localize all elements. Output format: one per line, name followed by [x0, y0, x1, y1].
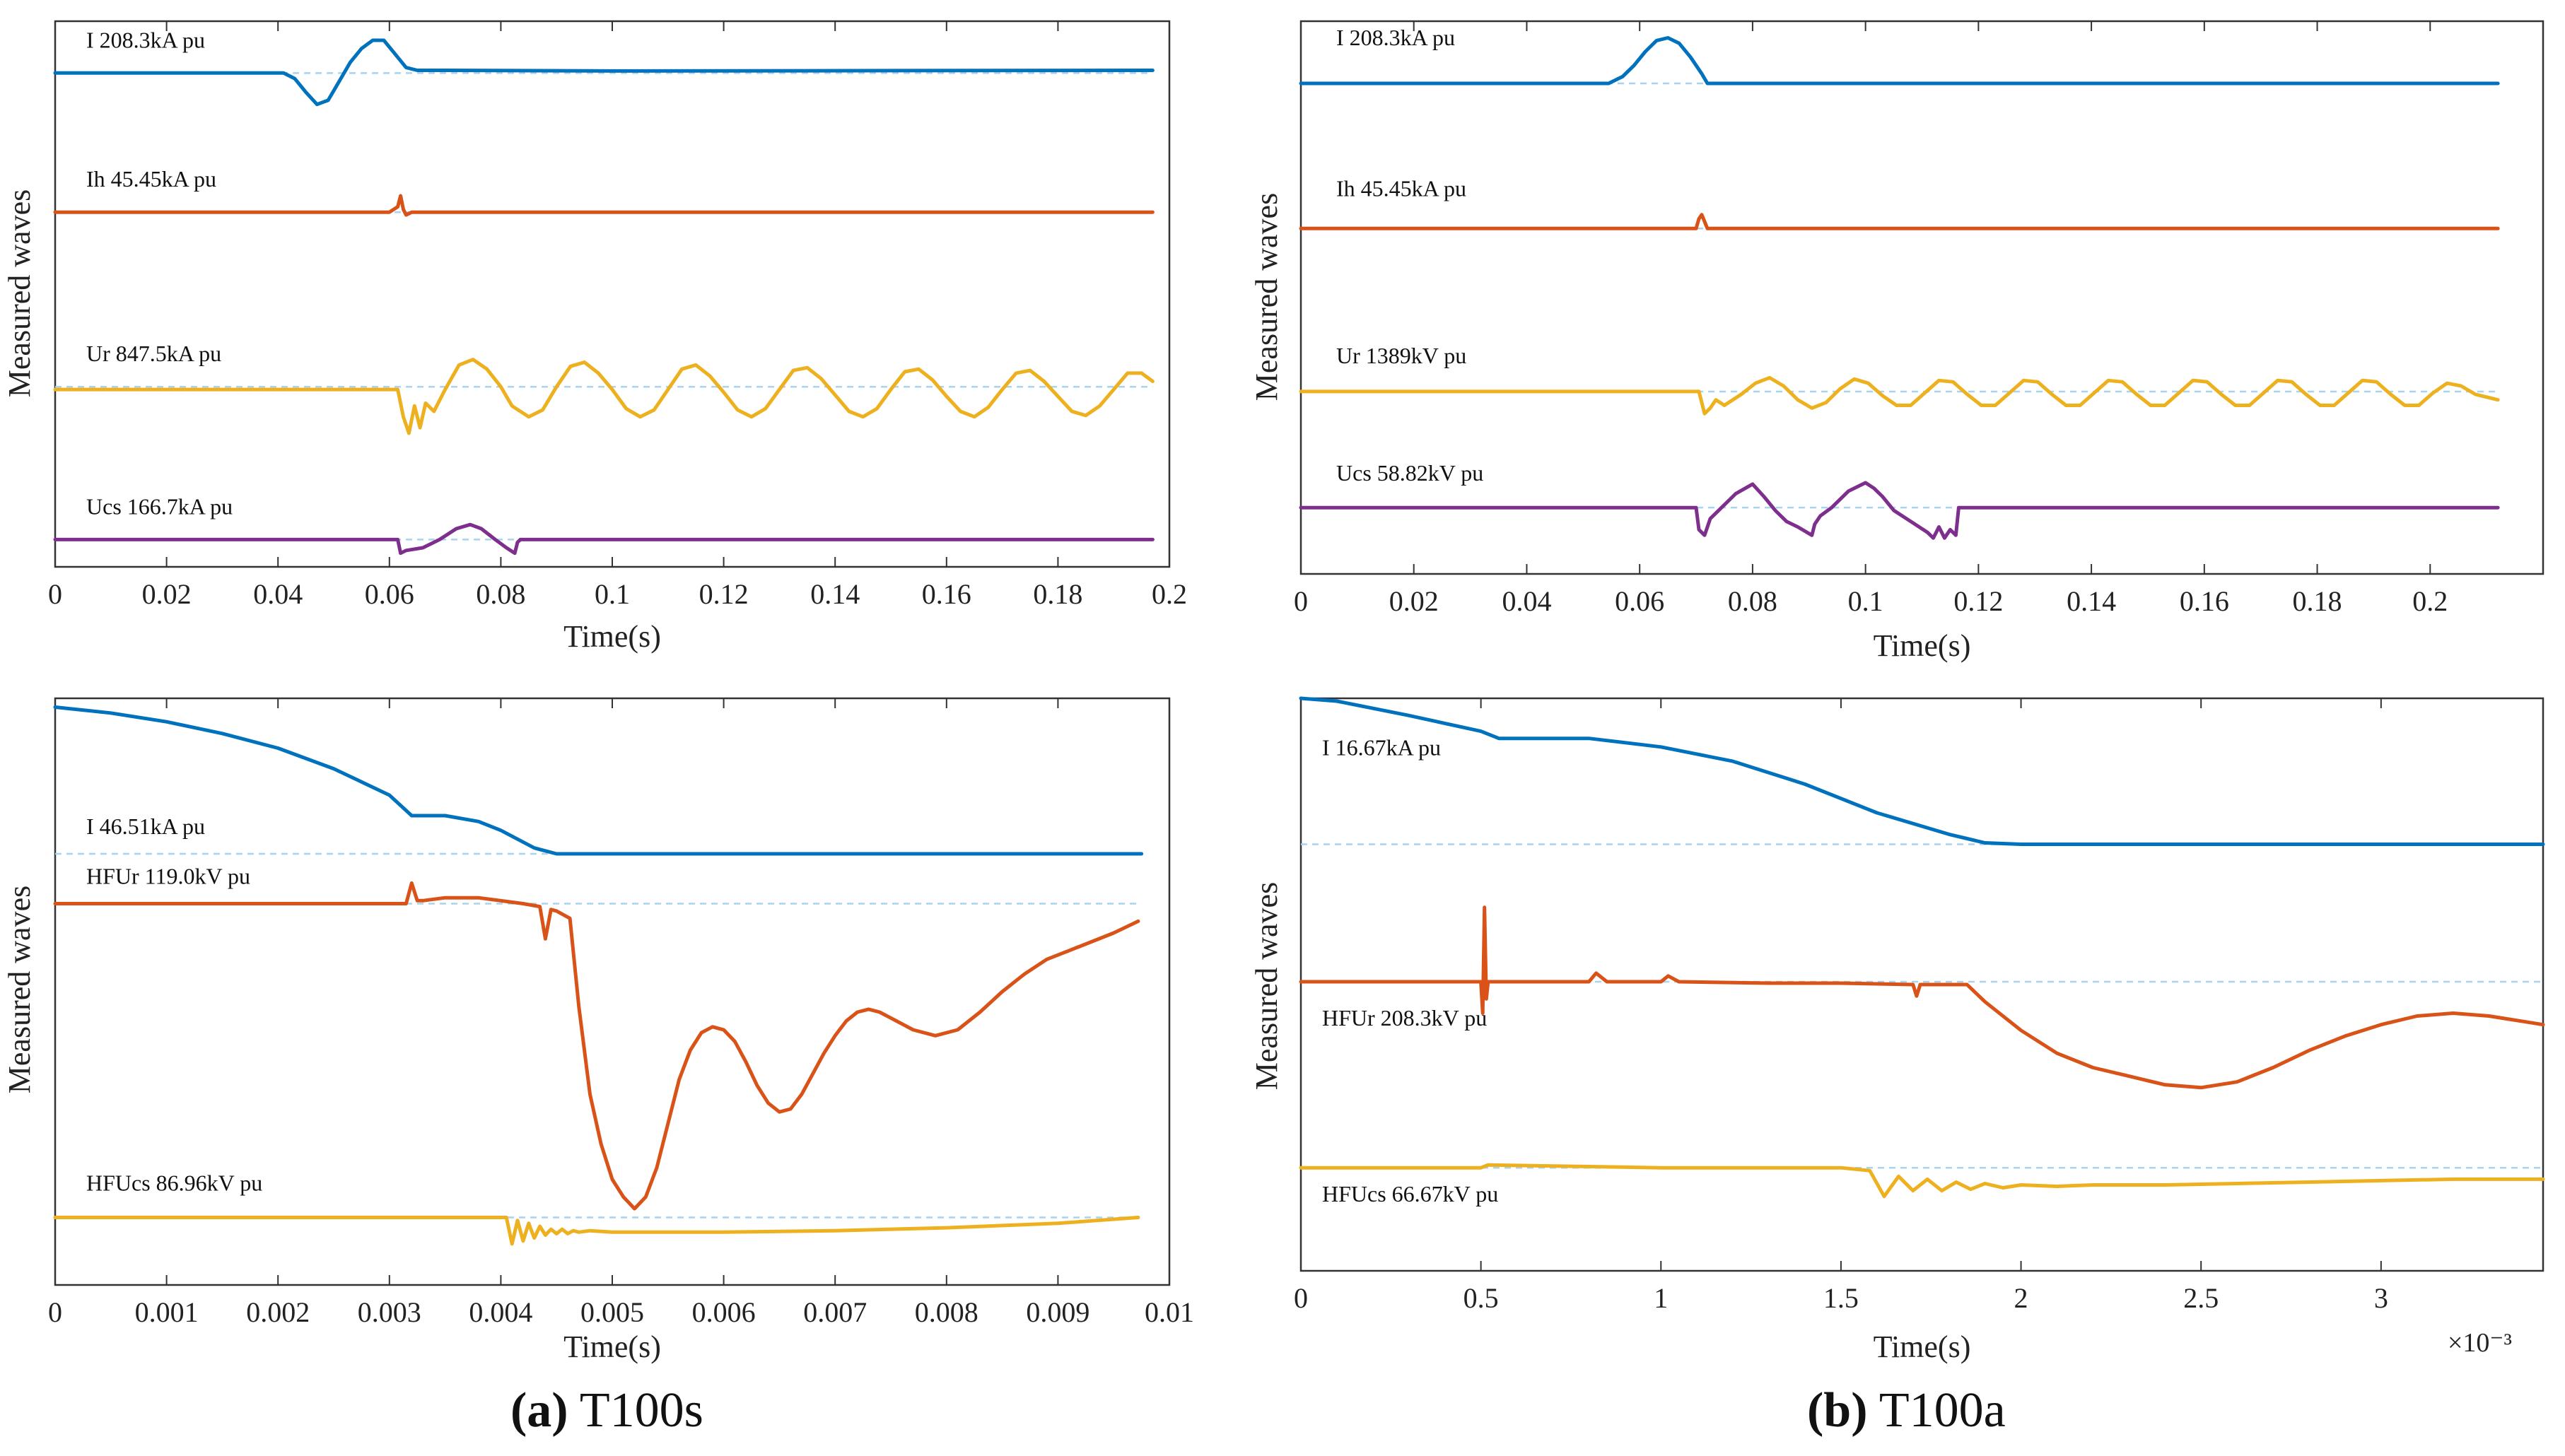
caption-a: (a) T100s: [510, 1382, 703, 1439]
x-tick-label: 0.009: [1026, 1296, 1089, 1328]
caption-b-letter: (b): [1807, 1383, 1868, 1438]
plot-frame: [1299, 20, 2544, 575]
x-tick-label: 0.2: [1152, 578, 1187, 610]
series-label-HFUcs: HFUcs 86.96kV pu: [86, 1170, 262, 1196]
series-line-HFUcs: [1299, 1163, 2545, 1199]
series-label-I: I 46.51kA pu: [86, 814, 205, 839]
x-tick-label: 0.1: [595, 578, 630, 610]
series-label-HFUr: HFUr 208.3kV pu: [1322, 1005, 1487, 1031]
x-tick-label: 0.002: [246, 1296, 310, 1328]
caption-b-text: T100a: [1879, 1383, 2006, 1438]
series-line-I: [1299, 36, 2500, 86]
x-tick-label: 0.06: [365, 578, 414, 610]
x-tick-label: 0: [48, 1296, 62, 1328]
series-label-I: I 208.3kA pu: [86, 27, 205, 52]
chart-a-top: 0 0.02 0.04 0.06 0.08 0.1 0.12 0.14 0.16 0.18 0.2 T…: [2, 20, 1187, 654]
x-multiplier-label: ×10⁻³: [2448, 1328, 2512, 1358]
y-axis-label: Measured waves: [2, 189, 37, 397]
x-tick-label: 0: [1294, 585, 1308, 617]
x-tick-label: 0.008: [915, 1296, 978, 1328]
x-tick-label: 0.04: [1502, 585, 1551, 617]
x-tick-label: 0.14: [810, 578, 860, 610]
chart-b-bottom: 0 0.5 1 1.5 2 2.5 3 Time(s) Measured waves ×10⁻³ I…: [1249, 696, 2545, 1364]
x-tick-label: 0.006: [692, 1296, 756, 1328]
series-label-HFUcs: HFUcs 66.67kV pu: [1322, 1181, 1498, 1207]
series-label-Ih: Ih 45.45kA pu: [86, 166, 216, 192]
caption-a-letter: (a): [510, 1383, 568, 1438]
series-line-HFUr: [53, 881, 1140, 1211]
x-tick-label: 1: [1654, 1282, 1668, 1314]
caption-b: (b) T100a: [1807, 1382, 2006, 1439]
x-tick-label: 0.2: [2412, 585, 2448, 617]
y-axis-label: Measured waves: [1249, 882, 1284, 1090]
x-tick-label: 0.18: [1033, 578, 1082, 610]
x-tick-label: 0.007: [803, 1296, 867, 1328]
x-tick-label: 0.14: [2067, 585, 2116, 617]
x-tick-label: 0.1: [1848, 585, 1883, 617]
x-tick-label: 0: [48, 578, 62, 610]
x-tick-label: 2: [2014, 1282, 2028, 1314]
x-tick-label: 0.18: [2293, 585, 2342, 617]
x-tick-label: 0.04: [253, 578, 303, 610]
x-tick-label: 3: [2374, 1282, 2388, 1314]
series-label-HFUr: HFUr 119.0kV pu: [86, 864, 250, 889]
y-axis-label: Measured waves: [1249, 193, 1284, 401]
x-axis-label: Time(s): [1874, 1329, 1971, 1364]
x-tick-label: 0.01: [1145, 1296, 1194, 1328]
x-tick-label: 0.005: [580, 1296, 644, 1328]
y-axis-label: Measured waves: [2, 886, 37, 1093]
x-tick-label: 1.5: [1823, 1282, 1859, 1314]
chart-a-bottom: 0 0.001 0.002 0.003 0.004 0.005 0.006 0.007 0.00…: [2, 697, 1194, 1364]
series-label-I: I 16.67kA pu: [1322, 735, 1441, 761]
x-axis-label: Time(s): [1874, 628, 1971, 663]
series-line-I: [53, 38, 1155, 107]
series-line-Ur: [53, 358, 1155, 435]
series-label-Ur: Ur 1389kV pu: [1336, 343, 1466, 368]
series-line-Ur: [1299, 375, 2500, 416]
x-tick-label: 0.001: [135, 1296, 199, 1328]
series-label-Ucs: Ucs 58.82kV pu: [1336, 460, 1483, 486]
x-tick-label: 0.08: [1728, 585, 1777, 617]
x-tick-label: 0.12: [699, 578, 749, 610]
x-tick-label: 0.02: [1389, 585, 1439, 617]
plot-frame: [54, 20, 1171, 568]
x-tick-label: 0.02: [142, 578, 192, 610]
series-line-HFUcs: [53, 1216, 1140, 1246]
series-label-Ur: Ur 847.5kA pu: [86, 341, 221, 366]
caption-a-text: T100s: [579, 1383, 703, 1438]
x-axis-label: Time(s): [563, 619, 661, 654]
series-label-Ih: Ih 45.45kA pu: [1336, 175, 1466, 201]
plot-frame: [1299, 697, 2544, 1272]
x-tick-label: 0.003: [358, 1296, 421, 1328]
x-tick-label: 0: [1294, 1282, 1308, 1314]
x-tick-label: 0.004: [469, 1296, 532, 1328]
x-tick-label: 0.5: [1463, 1282, 1499, 1314]
x-tick-label: 2.5: [2183, 1282, 2219, 1314]
x-tick-label: 0.08: [476, 578, 525, 610]
series-line-Ucs: [53, 522, 1155, 556]
x-tick-label: 0.16: [2180, 585, 2229, 617]
series-line-HFUr: [1299, 905, 2545, 1090]
x-tick-label: 0.12: [1953, 585, 2003, 617]
series-label-Ucs: Ucs 166.7kA pu: [86, 493, 233, 519]
series-line-I: [1299, 696, 2545, 846]
x-tick-label: 0.06: [1615, 585, 1664, 617]
x-axis-label: Time(s): [563, 1329, 661, 1364]
x-tick-label: 0.16: [922, 578, 971, 610]
series-label-I: I 208.3kA pu: [1336, 25, 1455, 50]
series-line-I: [53, 705, 1144, 856]
series-line-Ih: [1299, 213, 2500, 230]
chart-b-top: 0 0.02 0.04 0.06 0.08 0.1 0.12 0.14 0.16 0.18 0.2 T…: [1249, 20, 2544, 663]
series-line-Ih: [53, 194, 1155, 217]
series-line-Ucs: [1299, 481, 2500, 540]
